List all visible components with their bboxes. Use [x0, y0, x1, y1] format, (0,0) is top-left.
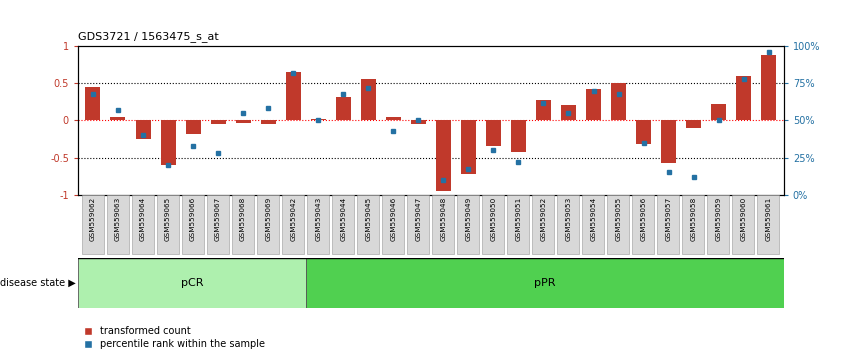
Bar	[160, 120, 176, 165]
Text: GSM559054: GSM559054	[591, 196, 597, 241]
FancyBboxPatch shape	[157, 195, 178, 254]
FancyBboxPatch shape	[657, 195, 679, 254]
Bar	[711, 104, 727, 120]
Text: GSM559045: GSM559045	[365, 196, 372, 241]
FancyBboxPatch shape	[257, 195, 279, 254]
Text: GSM559047: GSM559047	[416, 196, 422, 241]
Bar	[586, 89, 601, 120]
FancyBboxPatch shape	[132, 195, 154, 254]
Text: GSM559053: GSM559053	[565, 196, 572, 241]
FancyBboxPatch shape	[457, 195, 479, 254]
FancyBboxPatch shape	[282, 195, 304, 254]
Text: GSM559050: GSM559050	[490, 196, 496, 241]
Text: GSM559049: GSM559049	[465, 196, 471, 241]
Text: GSM559058: GSM559058	[690, 196, 696, 241]
Text: GSM559068: GSM559068	[240, 196, 246, 241]
Text: GSM559065: GSM559065	[165, 196, 171, 241]
Text: GSM559042: GSM559042	[290, 196, 296, 241]
FancyBboxPatch shape	[78, 258, 306, 308]
Text: GSM559046: GSM559046	[391, 196, 397, 241]
Text: GSM559055: GSM559055	[616, 196, 622, 241]
FancyBboxPatch shape	[382, 195, 404, 254]
Bar	[736, 76, 751, 120]
Bar	[286, 72, 301, 120]
Text: GSM559057: GSM559057	[666, 196, 672, 241]
FancyBboxPatch shape	[207, 195, 229, 254]
Text: disease state ▶: disease state ▶	[0, 278, 75, 288]
Bar	[111, 116, 126, 120]
Bar	[536, 99, 551, 120]
FancyBboxPatch shape	[632, 195, 655, 254]
Text: GSM559062: GSM559062	[90, 196, 96, 241]
Text: pCR: pCR	[181, 278, 203, 288]
Text: pPR: pPR	[534, 278, 555, 288]
Text: GDS3721 / 1563475_s_at: GDS3721 / 1563475_s_at	[78, 32, 219, 42]
FancyBboxPatch shape	[81, 195, 104, 254]
Text: GSM559044: GSM559044	[340, 196, 346, 241]
Bar	[611, 83, 626, 120]
Bar	[686, 120, 701, 128]
Text: GSM559048: GSM559048	[440, 196, 446, 241]
Bar	[661, 120, 676, 163]
Bar	[561, 105, 576, 120]
Text: GSM559067: GSM559067	[215, 196, 221, 241]
Bar	[410, 120, 426, 124]
Bar	[385, 116, 401, 120]
FancyBboxPatch shape	[607, 195, 630, 254]
FancyBboxPatch shape	[682, 195, 704, 254]
Bar	[135, 120, 151, 139]
Bar	[311, 119, 326, 120]
FancyBboxPatch shape	[407, 195, 429, 254]
Bar	[261, 120, 275, 124]
FancyBboxPatch shape	[357, 195, 379, 254]
FancyBboxPatch shape	[482, 195, 504, 254]
Text: GSM559056: GSM559056	[641, 196, 647, 241]
Text: GSM559064: GSM559064	[140, 196, 146, 241]
Bar	[236, 120, 250, 122]
FancyBboxPatch shape	[332, 195, 354, 254]
Text: GSM559061: GSM559061	[766, 196, 772, 241]
FancyBboxPatch shape	[307, 195, 329, 254]
Text: GSM559052: GSM559052	[540, 196, 546, 241]
FancyBboxPatch shape	[306, 258, 784, 308]
Text: GSM559069: GSM559069	[265, 196, 271, 241]
FancyBboxPatch shape	[582, 195, 604, 254]
FancyBboxPatch shape	[708, 195, 729, 254]
FancyBboxPatch shape	[533, 195, 554, 254]
Text: GSM559060: GSM559060	[740, 196, 746, 241]
Bar	[86, 87, 100, 120]
FancyBboxPatch shape	[507, 195, 529, 254]
FancyBboxPatch shape	[758, 195, 779, 254]
Bar	[761, 55, 776, 120]
FancyBboxPatch shape	[432, 195, 454, 254]
Bar	[636, 120, 651, 144]
Text: GSM559066: GSM559066	[190, 196, 196, 241]
Bar	[436, 120, 451, 191]
Text: GSM559051: GSM559051	[515, 196, 521, 241]
FancyBboxPatch shape	[557, 195, 579, 254]
Text: GSM559063: GSM559063	[115, 196, 121, 241]
Bar	[336, 97, 351, 120]
Legend: transformed count, percentile rank within the sample: transformed count, percentile rank withi…	[83, 326, 265, 349]
Bar	[486, 120, 501, 147]
Bar	[210, 120, 226, 124]
Bar	[461, 120, 476, 174]
FancyBboxPatch shape	[733, 195, 754, 254]
Bar	[185, 120, 201, 134]
Text: GSM559043: GSM559043	[315, 196, 321, 241]
Text: GSM559059: GSM559059	[715, 196, 721, 241]
FancyBboxPatch shape	[232, 195, 254, 254]
FancyBboxPatch shape	[182, 195, 204, 254]
Bar	[511, 120, 526, 152]
FancyBboxPatch shape	[107, 195, 129, 254]
Bar	[361, 79, 376, 120]
